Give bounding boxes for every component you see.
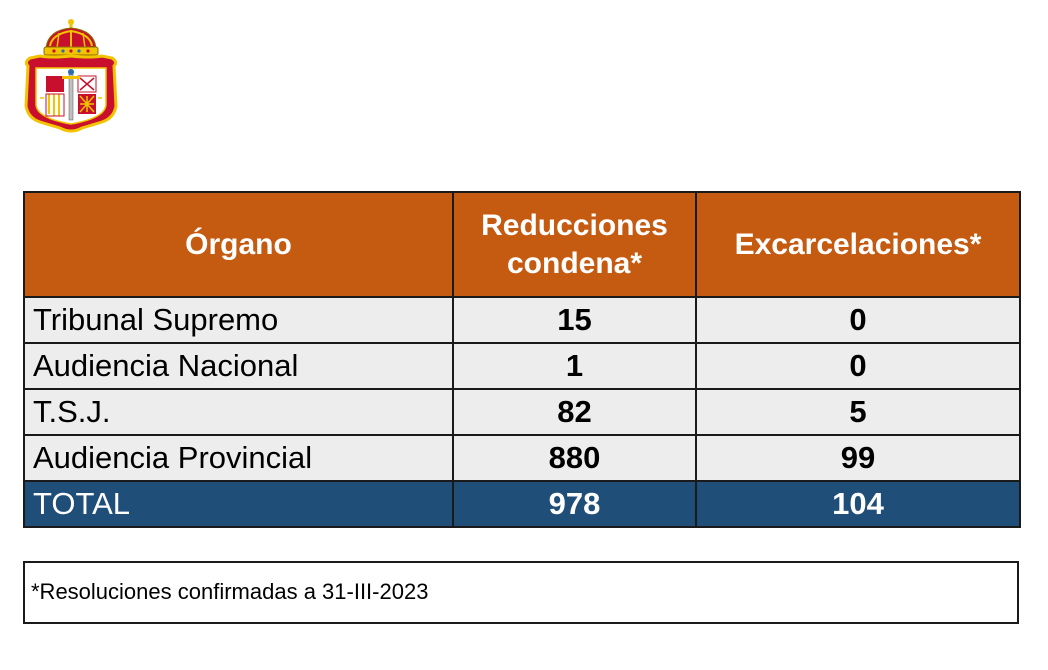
cell-reducciones: 1	[452, 342, 697, 390]
table-row: Audiencia Nacional 1 0	[23, 342, 1021, 390]
cell-organo: Audiencia Nacional	[23, 342, 454, 390]
total-label: TOTAL	[23, 480, 454, 528]
cell-excarcelaciones: 5	[695, 388, 1021, 436]
header-reducciones: Reducciones condena*	[452, 191, 697, 298]
header-excarcelaciones-label: Excarcelaciones*	[734, 227, 982, 261]
cell-reducciones: 880	[452, 434, 697, 482]
footnote-box: *Resoluciones confirmadas a 31-III-2023	[23, 561, 1019, 624]
header-organo: Órgano	[23, 191, 454, 298]
cell-organo: Audiencia Provincial	[23, 434, 454, 482]
total-row: TOTAL 978 104	[23, 480, 1021, 528]
cell-excarcelaciones: 0	[695, 342, 1021, 390]
table-row: T.S.J. 82 5	[23, 388, 1021, 436]
footnote-text: *Resoluciones confirmadas a 31-III-2023	[31, 579, 429, 604]
cell-excarcelaciones: 0	[695, 296, 1021, 344]
total-reducciones: 978	[452, 480, 697, 528]
header-reducciones-line2: condena*	[506, 246, 643, 280]
table-row: Audiencia Provincial 880 99	[23, 434, 1021, 482]
cell-reducciones: 82	[452, 388, 697, 436]
crown-icon	[43, 19, 99, 56]
shield-icon	[24, 54, 118, 133]
header-excarcelaciones: Excarcelaciones*	[695, 191, 1021, 298]
header-row: Órgano Reducciones condena* Excarcelacio…	[23, 191, 1021, 298]
cell-organo: T.S.J.	[23, 388, 454, 436]
cell-organo: Tribunal Supremo	[23, 296, 454, 344]
total-excarcelaciones: 104	[695, 480, 1021, 528]
header-reducciones-line1: Reducciones	[481, 208, 668, 242]
table-row: Tribunal Supremo 15 0	[23, 296, 1021, 344]
crown-shield-emblem-icon	[24, 19, 118, 133]
data-table: Órgano Reducciones condena* Excarcelacio…	[23, 191, 1021, 528]
cell-excarcelaciones: 99	[695, 434, 1021, 482]
header-organo-label: Órgano	[185, 227, 292, 261]
cell-reducciones: 15	[452, 296, 697, 344]
